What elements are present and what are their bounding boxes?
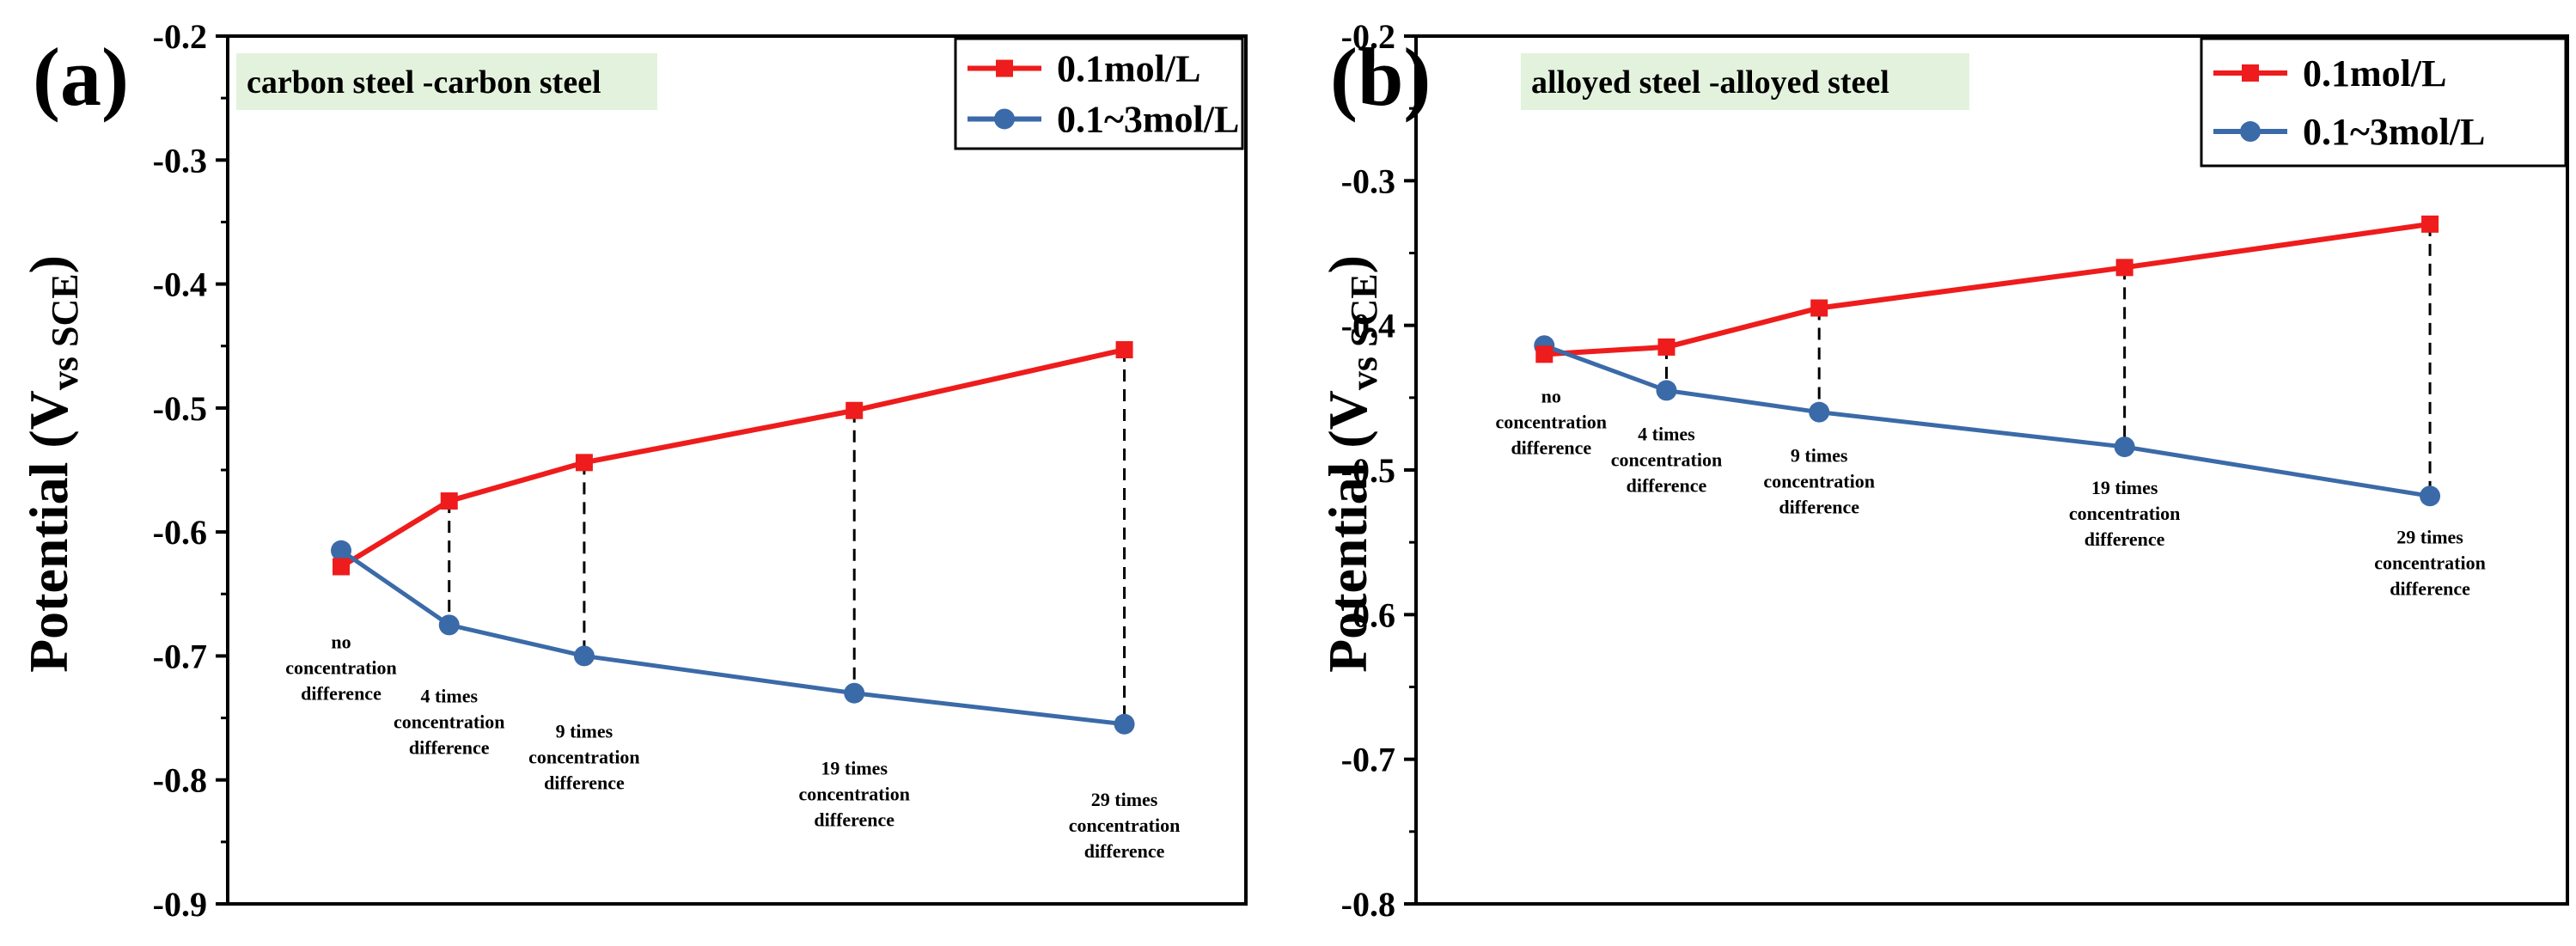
data-point-red (440, 492, 458, 510)
y-tick-label: -0.2 (1341, 17, 1395, 56)
legend-marker-blue (994, 108, 1015, 130)
point-annotation: 9 times concentration difference (528, 720, 640, 793)
panel-label: (a) (33, 31, 129, 123)
legend-label: 0.1~3mol/L (2303, 111, 2485, 153)
data-point-red (1115, 341, 1133, 359)
y-tick-label: -0.5 (153, 389, 207, 428)
panel-label: (b) (1330, 31, 1431, 123)
y-tick-label: -0.9 (153, 885, 207, 924)
data-point-red (1810, 299, 1828, 317)
data-point-red (333, 558, 351, 576)
chart-title: alloyed steel -alloyed steel (1531, 64, 1889, 101)
y-tick-label: -0.3 (153, 141, 207, 180)
legend-label: 0.1mol/L (1057, 48, 1200, 90)
data-point-blue (331, 540, 352, 561)
data-point-blue (2420, 485, 2441, 507)
plot-frame (226, 34, 1248, 906)
y-tick-label: -0.2 (153, 17, 207, 56)
y-tick-label: -0.8 (153, 761, 207, 800)
point-annotation: no concentration difference (1496, 385, 1608, 458)
legend-box (954, 37, 1244, 150)
data-point-blue (438, 614, 460, 636)
y-tick-label: -0.7 (1341, 741, 1395, 779)
data-point-blue (573, 645, 595, 667)
y-tick-label: -0.4 (153, 265, 207, 304)
y-tick-label: -0.3 (1341, 162, 1395, 200)
series-line-blue (1543, 343, 2431, 498)
y-tick-label: -0.7 (153, 637, 207, 675)
y-axis-label: Potential (Vvs SCE) (1317, 255, 1385, 673)
y-tick-label: -0.6 (153, 513, 207, 552)
legend-label: 0.1~3mol/L (1057, 98, 1239, 140)
data-point-blue (1809, 401, 1830, 423)
data-point-blue (2114, 436, 2135, 458)
legend-marker-red (2242, 64, 2259, 82)
point-annotation: no concentration difference (285, 632, 397, 705)
data-point-blue (844, 682, 865, 704)
data-point-red (1657, 338, 1676, 356)
data-point-blue (1656, 380, 1677, 401)
y-tick-label: -0.8 (1341, 885, 1395, 924)
legend-label: 0.1mol/L (2303, 52, 2446, 95)
point-annotation: 29 times concentration difference (1069, 789, 1181, 862)
legend-marker-red (996, 59, 1013, 77)
point-annotation: 19 times concentration difference (2069, 477, 2181, 550)
data-point-red (2421, 215, 2439, 233)
series-line-red (339, 347, 1126, 570)
point-annotation: 9 times concentration difference (1763, 445, 1875, 518)
y-tick-label: -0.6 (1341, 595, 1395, 634)
point-annotation: 4 times concentration difference (394, 685, 505, 758)
title-badge (1521, 53, 1969, 110)
data-point-red (575, 454, 593, 472)
legend-marker-blue (2240, 121, 2261, 143)
legend-box (2200, 37, 2567, 168)
point-annotation: 19 times concentration difference (798, 758, 910, 831)
series-line-red (1544, 221, 2431, 357)
title-badge (236, 53, 657, 110)
point-annotation: 29 times concentration difference (2374, 526, 2486, 599)
data-point-blue (1114, 713, 1135, 735)
y-axis-label: Potential (Vvs SCE) (18, 255, 86, 673)
y-tick-label: -0.5 (1341, 451, 1395, 490)
point-annotation: 4 times concentration difference (1611, 423, 1723, 496)
data-point-red (2115, 259, 2133, 277)
chart-panel-a: -0.2 -0.3 -0.4 -0.5 -0.6 -0.7 -0.8 -0.9 (a) Poten… (18, 17, 1248, 924)
data-point-red (845, 401, 864, 419)
chart-panel-b: -0.2 -0.3 -0.4 -0.5 -0.6 -0.7 -0.8 (b) Potential… (1317, 17, 2569, 924)
chart-title: carbon steel -carbon steel (247, 64, 601, 101)
y-tick-label: -0.4 (1341, 307, 1395, 345)
data-point-red (1535, 345, 1554, 363)
